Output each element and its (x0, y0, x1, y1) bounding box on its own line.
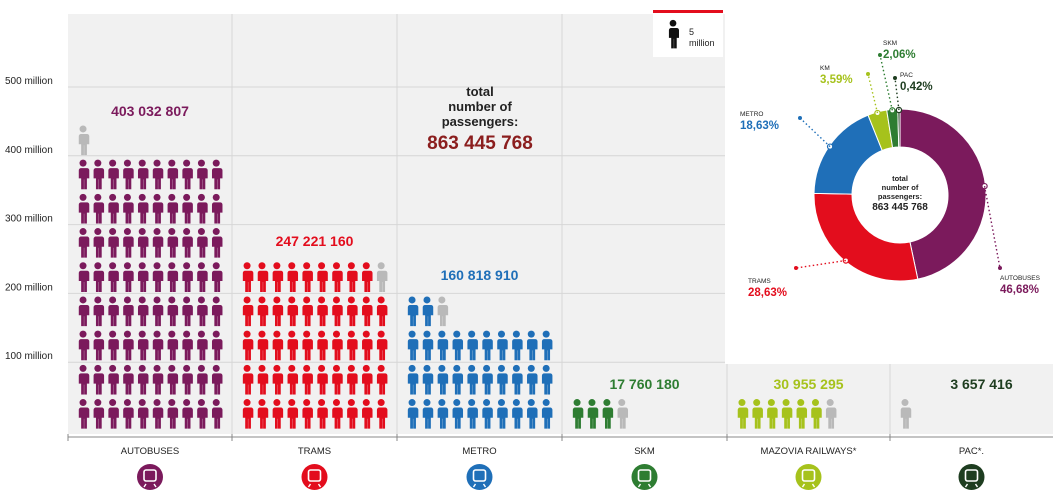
leader-line (983, 186, 1001, 269)
vehicle-glyph (307, 469, 322, 482)
vehicle-glyph (472, 469, 487, 482)
legend-unit-label: million (689, 38, 715, 48)
value-label: 30 955 295 (773, 376, 843, 392)
category-icon (958, 464, 985, 490)
category-label: SKM (634, 446, 655, 457)
donut-slice (813, 192, 919, 282)
category-icon (466, 464, 493, 490)
donut-slice-pct: 46,68% (1000, 284, 1039, 296)
leader-line (867, 73, 879, 114)
total-value: 863 445 768 (427, 133, 533, 154)
donut-marker (842, 257, 850, 264)
donut-slice-label: KM (820, 65, 830, 72)
leader-dot (878, 53, 882, 57)
category-icon (301, 464, 328, 490)
leader-line (799, 117, 831, 148)
category-label: MAZOVIA RAILWAYS* (761, 446, 857, 457)
leader-line (795, 259, 846, 269)
value-label: 403 032 807 (111, 103, 189, 119)
value-label: 3 657 416 (950, 376, 1012, 392)
category-label: PAC*. (959, 446, 984, 457)
total-line-2: number of (448, 99, 512, 114)
donut-slice-label: AUTOBUSES (1000, 275, 1041, 282)
y-tick-label: 200 million (5, 282, 53, 293)
category-label: TRAMS (298, 446, 331, 457)
donut-total-line-2: number of (881, 183, 919, 192)
leader-dot (893, 76, 897, 80)
donut-slice-pct: 3,59% (820, 74, 853, 86)
category-icon (137, 464, 163, 490)
legend-box: 5 million (653, 10, 723, 57)
donut-slice (897, 108, 901, 148)
donut-slice-pct: 2,06% (883, 49, 916, 61)
y-tick-label: 100 million (5, 351, 53, 362)
donut-marker (981, 182, 988, 190)
vehicle-glyph (964, 469, 979, 482)
legend-unit-value: 5 (689, 27, 695, 37)
donut-slice-pct: 0,42% (900, 81, 933, 93)
category-icon (795, 464, 822, 490)
category-label: METRO (462, 446, 496, 457)
category-label: AUTOBUSES (121, 446, 179, 457)
leader-dot (798, 116, 802, 120)
plot-background-right (725, 364, 1053, 434)
donut-slice-label: PAC (900, 72, 913, 79)
total-passengers-block: total number of passengers: 863 445 768 (405, 84, 555, 155)
donut-slice-label: TRAMS (748, 278, 771, 285)
donut-slice (899, 108, 987, 280)
person-icon (668, 19, 679, 49)
donut-total-line-3: passengers: (877, 192, 923, 201)
donut-total-value: 863 445 768 (872, 202, 928, 213)
value-label: 160 818 910 (441, 267, 519, 283)
value-label: 17 760 180 (609, 376, 679, 392)
total-line-3: passengers: (441, 114, 519, 129)
category-icon (631, 464, 658, 490)
vehicle-glyph (143, 469, 157, 482)
donut-slice-label: METRO (740, 111, 763, 118)
y-tick-label: 300 million (5, 214, 53, 225)
vehicle-glyph (637, 469, 652, 482)
leader-dot (794, 266, 798, 270)
leader-dot (866, 72, 870, 76)
donut-slice-label: SKM (883, 40, 897, 47)
y-tick-label: 500 million (5, 76, 53, 87)
value-label: 247 221 160 (276, 233, 354, 249)
donut-center-total: total number of passengers: 863 445 768 (855, 174, 945, 213)
total-line-1: total (466, 84, 494, 99)
leader-line (894, 77, 900, 111)
donut-total-line-1: total (892, 174, 908, 183)
vehicle-glyph (801, 469, 816, 482)
y-tick-label: 400 million (5, 145, 53, 156)
leader-line (879, 54, 894, 111)
donut-slice-pct: 28,63% (748, 287, 787, 299)
donut-slice-pct: 18,63% (740, 120, 779, 132)
donut-hole (853, 148, 947, 242)
leader-dot (998, 266, 1002, 270)
donut-marker (889, 107, 896, 114)
